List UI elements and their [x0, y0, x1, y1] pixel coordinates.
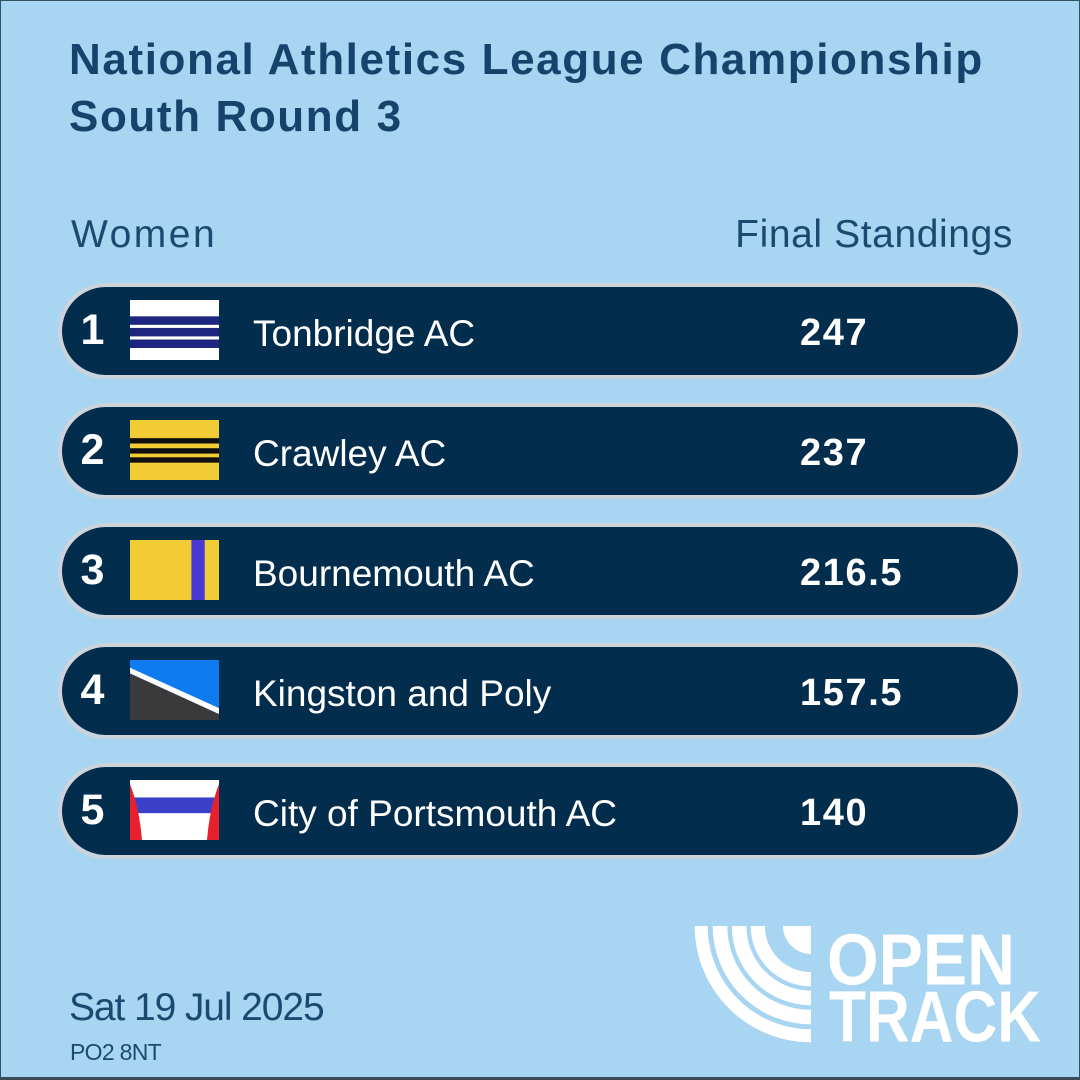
svg-text:OPEN: OPEN	[827, 925, 1015, 1001]
svg-text:TRACK: TRACK	[829, 978, 1041, 1046]
